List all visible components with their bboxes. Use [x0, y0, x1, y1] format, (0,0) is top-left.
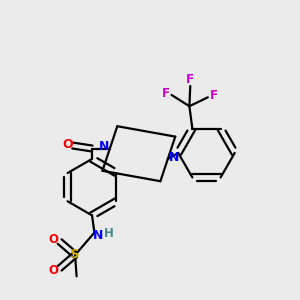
- Text: F: F: [186, 73, 194, 86]
- Text: N: N: [93, 229, 103, 242]
- Text: O: O: [62, 138, 73, 152]
- Text: F: F: [210, 89, 218, 102]
- Text: S: S: [70, 248, 80, 261]
- Text: N: N: [169, 151, 179, 164]
- Text: O: O: [49, 233, 59, 246]
- Text: N: N: [99, 140, 109, 153]
- Text: F: F: [162, 87, 170, 100]
- Text: H: H: [104, 227, 114, 240]
- Text: O: O: [49, 264, 59, 277]
